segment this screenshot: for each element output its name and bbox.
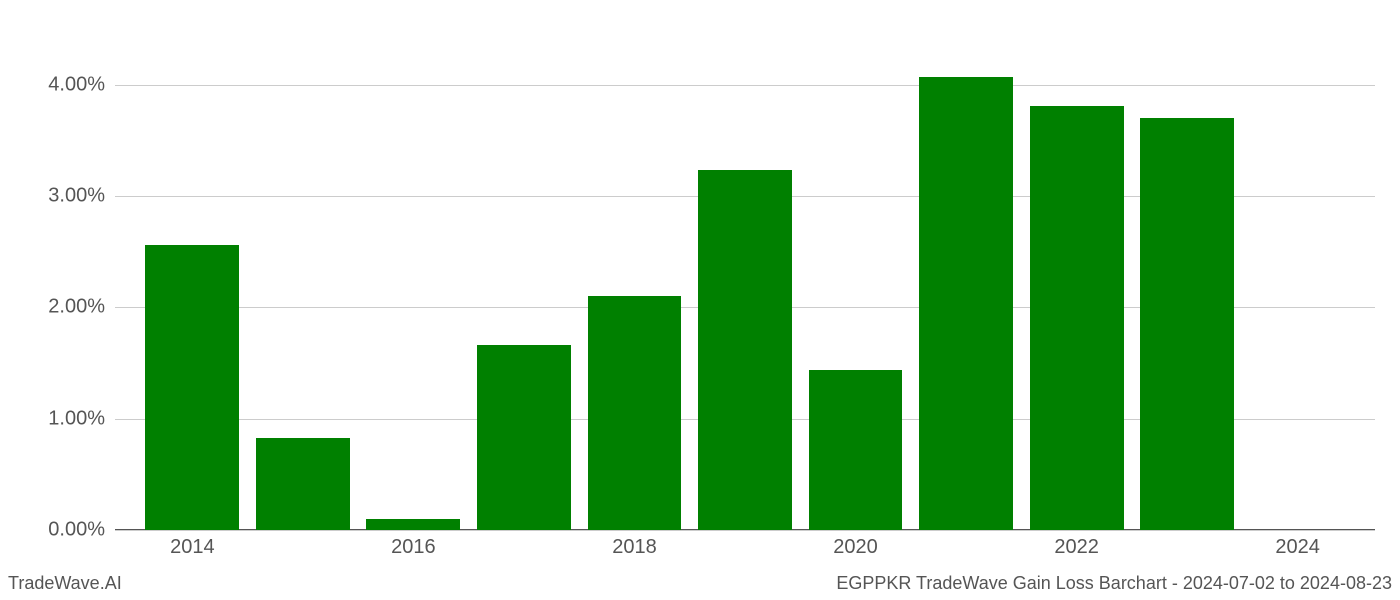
bar xyxy=(809,370,903,530)
y-tick-label: 3.00% xyxy=(15,184,105,207)
bar xyxy=(1030,106,1124,530)
x-tick-label: 2022 xyxy=(1054,536,1099,559)
x-tick-label: 2014 xyxy=(170,536,215,559)
x-tick-label: 2024 xyxy=(1275,536,1320,559)
bar xyxy=(366,519,460,530)
plot-area xyxy=(115,40,1375,530)
bar xyxy=(477,345,571,530)
x-tick-label: 2018 xyxy=(612,536,657,559)
gridline xyxy=(115,530,1375,531)
y-tick-label: 4.00% xyxy=(15,73,105,96)
bar xyxy=(256,438,350,530)
y-tick-label: 0.00% xyxy=(15,519,105,542)
bar xyxy=(698,170,792,530)
bar xyxy=(919,77,1013,530)
footer-right: EGPPKR TradeWave Gain Loss Barchart - 20… xyxy=(836,573,1392,594)
footer-left: TradeWave.AI xyxy=(8,573,122,594)
y-tick-label: 1.00% xyxy=(15,407,105,430)
bar xyxy=(588,296,682,530)
y-tick-label: 2.00% xyxy=(15,296,105,319)
x-tick-label: 2016 xyxy=(391,536,436,559)
bar xyxy=(145,245,239,530)
gridline xyxy=(115,85,1375,86)
x-tick-label: 2020 xyxy=(833,536,878,559)
chart-container: TradeWave.AI EGPPKR TradeWave Gain Loss … xyxy=(0,0,1400,600)
bar xyxy=(1140,118,1234,530)
